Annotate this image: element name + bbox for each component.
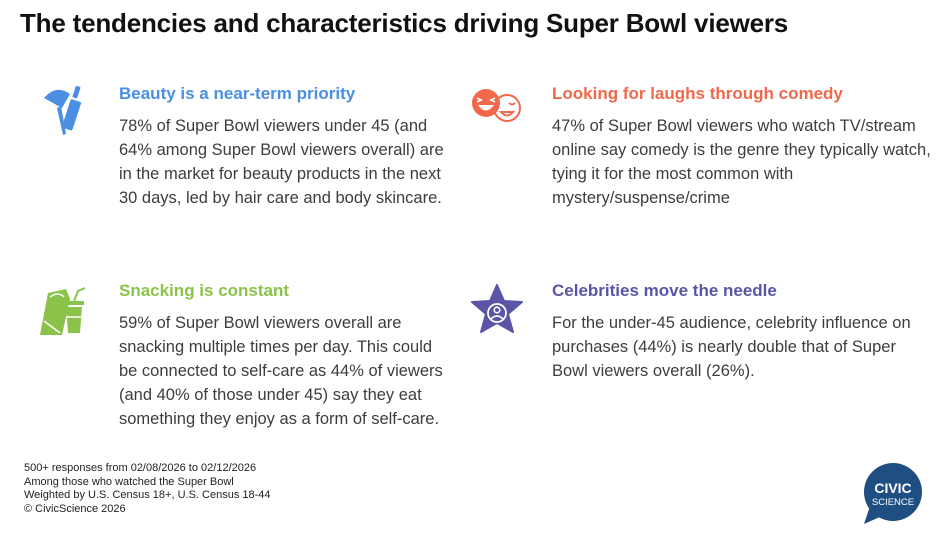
card-snacking: Snacking is constant 59% of Super Bowl v… bbox=[119, 281, 449, 431]
burrito-drink-icon bbox=[40, 287, 86, 335]
logo-line2: SCIENCE bbox=[872, 497, 914, 508]
footnote-line: Among those who watched the Super Bowl bbox=[24, 475, 234, 488]
card-heading: Looking for laughs through comedy bbox=[552, 84, 843, 103]
card-body: 59% of Super Bowl viewers overall are sn… bbox=[119, 314, 443, 428]
card-body: 78% of Super Bowl viewers under 45 (and … bbox=[119, 117, 444, 207]
card-heading: Beauty is a near-term priority bbox=[119, 84, 356, 103]
card-body: For the under-45 audience, celebrity inf… bbox=[552, 314, 911, 380]
civicscience-logo: CIVIC SCIENCE bbox=[864, 463, 922, 524]
card-celebrity: Celebrities move the needle For the unde… bbox=[552, 281, 932, 383]
star-person-icon bbox=[471, 284, 523, 333]
lipstick-brush-icon bbox=[44, 86, 82, 135]
card-body: 47% of Super Bowl viewers who watch TV/s… bbox=[552, 117, 931, 207]
footnote: 500+ responses from 02/08/2026 to 02/12/… bbox=[24, 462, 271, 516]
card-heading: Snacking is constant bbox=[119, 281, 290, 300]
footnote-line: 500+ responses from 02/08/2026 to 02/12/… bbox=[24, 462, 257, 474]
footnote-line: Weighted by U.S. Census 18+, U.S. Census… bbox=[24, 489, 271, 501]
footnote-line: © CivicScience 2026 bbox=[24, 502, 126, 515]
card-beauty: Beauty is a near-term priority 78% of Su… bbox=[119, 84, 449, 210]
laughing-faces-icon bbox=[472, 89, 521, 122]
page-title: The tendencies and characteristics drivi… bbox=[20, 8, 789, 38]
card-heading: Celebrities move the needle bbox=[552, 281, 777, 300]
card-comedy: Looking for laughs through comedy 47% of… bbox=[552, 84, 932, 210]
logo-line1: CIVIC bbox=[874, 480, 911, 496]
